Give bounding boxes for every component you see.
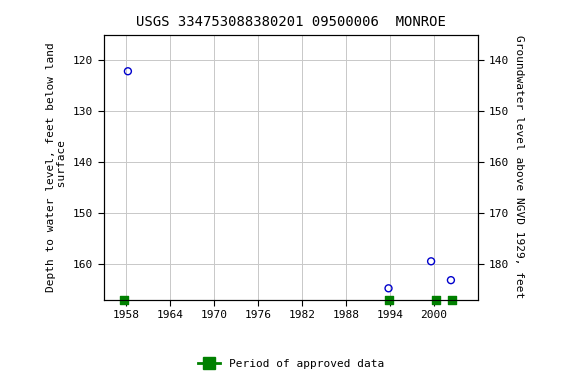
Point [384,285,393,291]
Point [426,258,435,264]
Point [431,296,440,303]
Y-axis label: Groundwater level above NGVD 1929, feet: Groundwater level above NGVD 1929, feet [514,35,524,299]
Point [119,296,128,303]
Point [123,68,132,74]
Point [446,277,456,283]
Point [448,296,457,303]
Y-axis label: Depth to water level, feet below land
 surface: Depth to water level, feet below land su… [46,42,67,292]
Point [384,296,393,303]
Legend: Period of approved data: Period of approved data [194,354,388,374]
Title: USGS 334753088380201 09500006  MONROE: USGS 334753088380201 09500006 MONROE [136,15,446,29]
